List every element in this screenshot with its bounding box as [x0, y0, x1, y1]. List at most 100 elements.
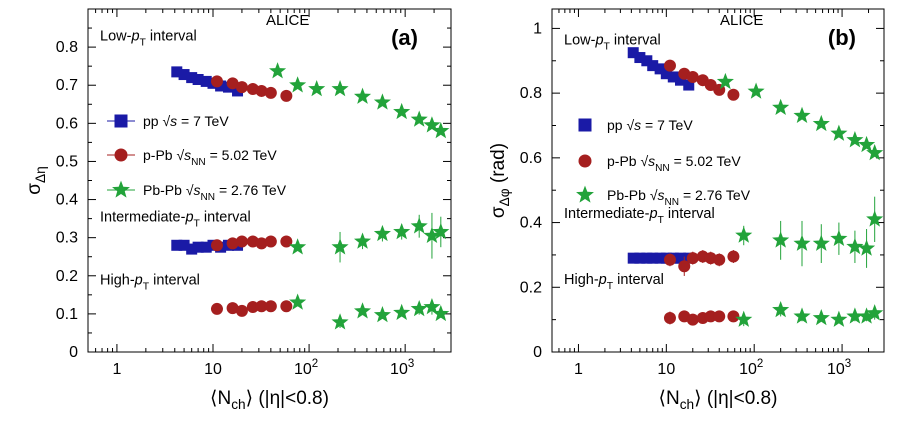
- data-point-PbPb: [846, 307, 864, 324]
- data-point-PbPb: [846, 131, 864, 148]
- data-point-pPb: [226, 77, 239, 90]
- data-point-pPb: [255, 300, 268, 313]
- legend-label-pp: pp √s = 7 TeV: [143, 113, 229, 129]
- data-point-pPb: [255, 237, 268, 250]
- y-axis-title: σΔη: [24, 166, 48, 194]
- data-point-pp: [171, 66, 183, 78]
- data-point-PbPb: [423, 298, 441, 315]
- data-point-PbPb: [423, 226, 441, 244]
- data-point-pPb: [235, 81, 248, 94]
- data-point-PbPb: [830, 124, 848, 141]
- data-point-PbPb: [331, 238, 349, 255]
- experiment-label: ALICE: [266, 12, 309, 29]
- legend-marker-pp: [578, 118, 592, 132]
- interval-label: Intermediate-pT interval: [564, 206, 715, 226]
- data-point-PbPb: [716, 72, 734, 90]
- data-point-PbPb: [373, 93, 391, 110]
- data-point-pPb: [663, 253, 676, 266]
- y-tick-label: 0.4: [520, 215, 542, 232]
- y-tick-label: 0.1: [56, 306, 78, 323]
- data-point-PbPb: [353, 87, 372, 104]
- interval-label: Intermediate-pT interval: [100, 210, 251, 230]
- data-point-pPb: [686, 70, 699, 83]
- data-point-pPb: [713, 253, 726, 266]
- legend-label-pp: pp √s = 7 TeV: [607, 117, 693, 133]
- data-point-pPb: [713, 310, 726, 323]
- data-point-PbPb: [373, 224, 391, 242]
- y-tick-label: 0: [533, 344, 542, 361]
- data-point-PbPb: [812, 114, 830, 132]
- data-point-PbPb: [747, 82, 765, 99]
- data-point-pp: [660, 68, 672, 80]
- data-point-pp: [683, 79, 695, 91]
- data-point-pp: [647, 60, 659, 72]
- data-point-PbPb: [289, 238, 307, 255]
- data-point-PbPb: [830, 229, 848, 247]
- data-point-PbPb: [289, 293, 307, 310]
- data-point-PbPb: [866, 144, 884, 161]
- data-point-pp: [654, 63, 666, 75]
- interval-label: Low-pT interval: [564, 33, 661, 53]
- data-point-pPb: [727, 310, 740, 323]
- data-point-pp: [675, 252, 687, 264]
- data-point-pPb: [264, 86, 277, 99]
- y-tick-label: 0.7: [56, 77, 78, 94]
- data-point-pPb: [210, 302, 223, 315]
- data-point-PbPb: [331, 313, 349, 330]
- data-point-PbPb: [772, 231, 790, 248]
- data-point-pp: [634, 252, 646, 264]
- data-point-pp: [186, 243, 198, 255]
- y-tick-label: 0.3: [56, 230, 78, 247]
- data-point-PbPb: [858, 239, 876, 256]
- y-tick-label: 0: [69, 344, 78, 361]
- data-point-PbPb: [308, 80, 326, 97]
- x-tick-label: 102: [294, 358, 318, 378]
- data-point-pPb: [686, 252, 699, 265]
- data-point-pPb: [280, 89, 293, 102]
- data-point-pPb: [704, 310, 717, 323]
- data-point-PbPb: [772, 300, 790, 318]
- data-point-PbPb: [373, 306, 391, 323]
- data-point-PbPb: [866, 210, 884, 227]
- data-point-pPb: [226, 302, 239, 315]
- y-tick-label: 1: [533, 20, 542, 37]
- data-point-PbPb: [846, 237, 864, 255]
- interval-label: Low-pT interval: [100, 29, 197, 49]
- x-tick-label: 1: [112, 361, 121, 378]
- chart-panel-b: 1 10 102 103 0 0.2 0.4 0.6 0.8 1 ⟨Nch⟩ (|η|<0.8) σΔ…: [488, 8, 885, 412]
- data-point-pPb: [226, 237, 239, 250]
- y-tick-label: 0.8: [520, 85, 542, 102]
- data-point-PbPb: [393, 303, 411, 321]
- data-point-PbPb: [793, 307, 811, 324]
- data-point-PbPb: [331, 80, 349, 97]
- data-point-PbPb: [269, 62, 287, 79]
- data-point-PbPb: [793, 234, 811, 251]
- interval-label: High-pT interval: [100, 273, 200, 293]
- panel-label: (b): [828, 25, 856, 50]
- data-point-pPb: [210, 75, 223, 88]
- data-point-pp: [192, 74, 204, 86]
- data-point-pp: [634, 52, 646, 64]
- data-point-PbPb: [735, 310, 753, 327]
- data-point-pp: [200, 75, 212, 87]
- data-point-pp: [178, 69, 190, 81]
- legend-label-pPb: p-Pb √sNN = 5.02 TeV: [607, 153, 741, 174]
- x-tick-label: 10: [657, 361, 675, 378]
- y-tick-label: 0.8: [56, 39, 78, 56]
- data-point-pp: [186, 72, 198, 84]
- data-point-PbPb: [410, 217, 428, 234]
- data-point-pp: [171, 239, 183, 251]
- data-point-PbPb: [793, 106, 811, 124]
- data-point-PbPb: [858, 135, 876, 153]
- panel-label: (a): [391, 25, 418, 50]
- data-point-pp: [641, 252, 653, 264]
- x-tick-label: 10: [204, 361, 222, 378]
- data-point-pp: [192, 241, 204, 253]
- y-tick-label: 0.2: [520, 279, 542, 296]
- legend-marker-PbPb: [112, 180, 130, 198]
- data-point-PbPb: [393, 102, 411, 120]
- x-tick-label: 103: [827, 358, 851, 378]
- legend-marker-pPb: [114, 148, 128, 162]
- data-point-pPb: [663, 312, 676, 325]
- data-point-pp: [627, 47, 639, 59]
